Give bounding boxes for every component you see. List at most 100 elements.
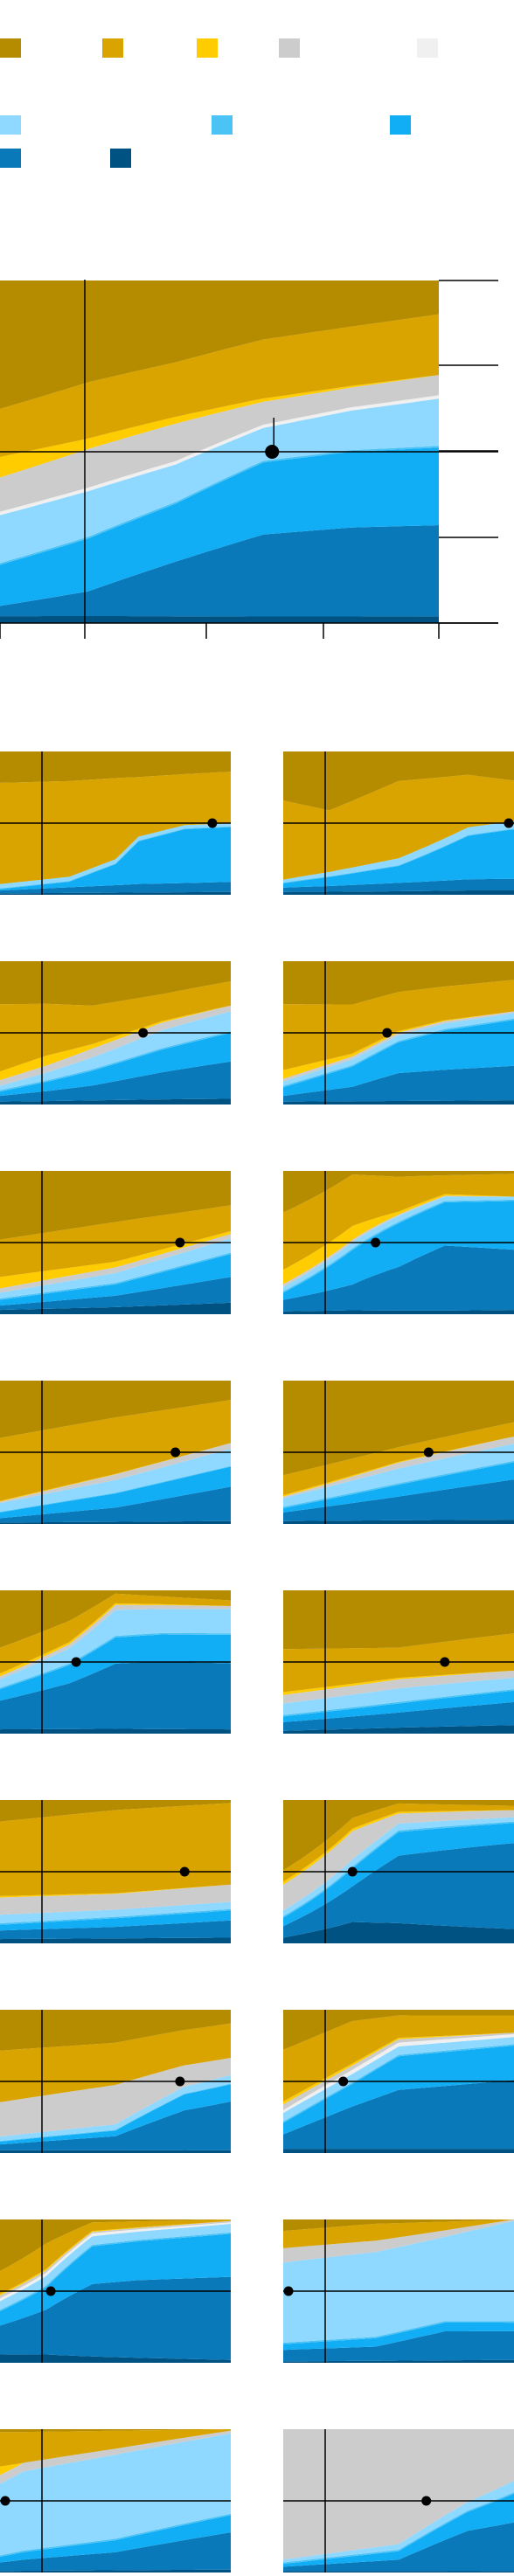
area-layer-9: [0, 1400, 231, 1501]
area-layer-2: [283, 2080, 514, 2150]
area-layer-1: [283, 2359, 514, 2363]
area-layer-4: [283, 1689, 514, 1717]
area-layer-10: [283, 1171, 514, 1213]
area-layer-10: [0, 2429, 231, 2433]
area-layer-1: [0, 1937, 231, 1943]
area-layer-1: [0, 1098, 231, 1104]
small-multiple-chart: [0, 961, 231, 1104]
small-multiple-chart: [0, 1800, 231, 1943]
area-layer-9: [283, 1803, 514, 1882]
marker-point: [504, 818, 514, 828]
area-layer-5: [283, 2220, 514, 2344]
marker-point: [338, 2076, 349, 2087]
area-layer-2: [0, 1661, 231, 1730]
area-layer-10: [0, 1590, 231, 1648]
area-layer-9: [0, 980, 231, 1072]
small-multiple-chart: [283, 961, 514, 1104]
area-layer-9: [0, 2429, 231, 2467]
area-layer-3: [283, 1690, 514, 1722]
area-layer-4: [0, 1908, 231, 1925]
area-layer-5: [0, 398, 439, 564]
area-layer-7: [0, 375, 439, 512]
marker-point: [207, 818, 218, 828]
area-layer-9: [0, 2219, 231, 2295]
area-layer-9: [283, 2015, 514, 2102]
area-layer-1: [283, 1922, 514, 1943]
area-layer-7: [283, 2219, 514, 2263]
area-layer-10: [283, 1800, 514, 1871]
area-layer-3: [283, 2046, 514, 2135]
area-layer-9: [0, 772, 231, 884]
area-layer-5: [0, 2223, 231, 2310]
area-layer-10: [0, 961, 231, 1006]
area-layer-3: [0, 2515, 231, 2563]
area-layer-9: [0, 2023, 231, 2102]
marker-point: [138, 1028, 149, 1038]
area-layer-1: [0, 2354, 231, 2363]
area-layer-7: [283, 1670, 514, 1704]
area-layer-3: [0, 1466, 231, 1519]
area-layer-8: [0, 1443, 231, 1502]
area-layer-1: [283, 1100, 514, 1104]
legend-swatch: [279, 38, 300, 58]
legend-swatch: [110, 149, 131, 168]
marker-point: [71, 1657, 81, 1667]
area-layer-10: [0, 2010, 231, 2051]
area-layer-2: [283, 1245, 514, 1312]
small-multiple-chart: [283, 1800, 514, 1943]
area-layer-5: [0, 823, 231, 889]
area-layer-5: [283, 1678, 514, 1715]
area-layer-10: [0, 1800, 231, 1822]
area-layer-9: [283, 1174, 514, 1271]
small-multiple-chart: [0, 2219, 231, 2363]
area-layer-3: [283, 829, 514, 888]
legend-swatch: [102, 38, 123, 58]
small-multiple-chart: [0, 1381, 231, 1524]
legend-swatch: [390, 115, 411, 135]
area-layer-2: [0, 1277, 231, 1311]
area-layer-4: [0, 2083, 231, 2142]
marker-point: [283, 2286, 294, 2296]
legend-swatch: [197, 38, 218, 58]
area-layer-10: [283, 1381, 514, 1476]
area-layer-5: [283, 2037, 514, 2122]
marker-point: [371, 1237, 381, 1248]
area-layer-7: [0, 1005, 231, 1086]
area-layer-8: [0, 1884, 231, 1898]
small-multiple-chart: [283, 751, 514, 895]
area-layer-1: [283, 1520, 514, 1524]
area-layer-2: [0, 1061, 231, 1102]
marker-point: [0, 2496, 10, 2506]
area-layer-1: [0, 1520, 231, 1524]
area-layer-1: [283, 2571, 514, 2573]
area-layer-4: [0, 1031, 231, 1092]
marker-point: [382, 1028, 392, 1038]
area-layer-5: [283, 1444, 514, 1507]
area-layer-7: [0, 1884, 231, 1915]
area-layer-7: [283, 2429, 514, 2560]
area-layer-5: [0, 1448, 231, 1513]
area-layer-7: [0, 1234, 231, 1293]
marker-point: [421, 2496, 432, 2506]
area-layer-3: [283, 2493, 514, 2567]
small-multiple-chart: [0, 751, 231, 895]
area-layer-10: [283, 961, 514, 1005]
marker-point: [347, 1866, 358, 1877]
area-layer-3: [283, 1823, 514, 1927]
area-layer-3: [0, 1033, 231, 1097]
legend-swatch: [0, 38, 21, 58]
area-layer-9: [283, 1633, 514, 1693]
marker-point: [175, 1237, 185, 1248]
area-layer-5: [283, 2481, 514, 2563]
area-layer-2: [0, 1486, 231, 1523]
small-multiple-chart: [283, 1381, 514, 1524]
legend: [0, 0, 514, 184]
area-layer-8: [0, 1005, 231, 1081]
area-layer-2: [0, 882, 231, 894]
area-layer-5: [0, 1238, 231, 1298]
area-layer-3: [0, 2084, 231, 2145]
legend-swatch: [0, 115, 21, 135]
marker-point: [265, 445, 280, 459]
small-multiple-chart: [283, 1171, 514, 1314]
area-layer-3: [283, 1020, 514, 1097]
